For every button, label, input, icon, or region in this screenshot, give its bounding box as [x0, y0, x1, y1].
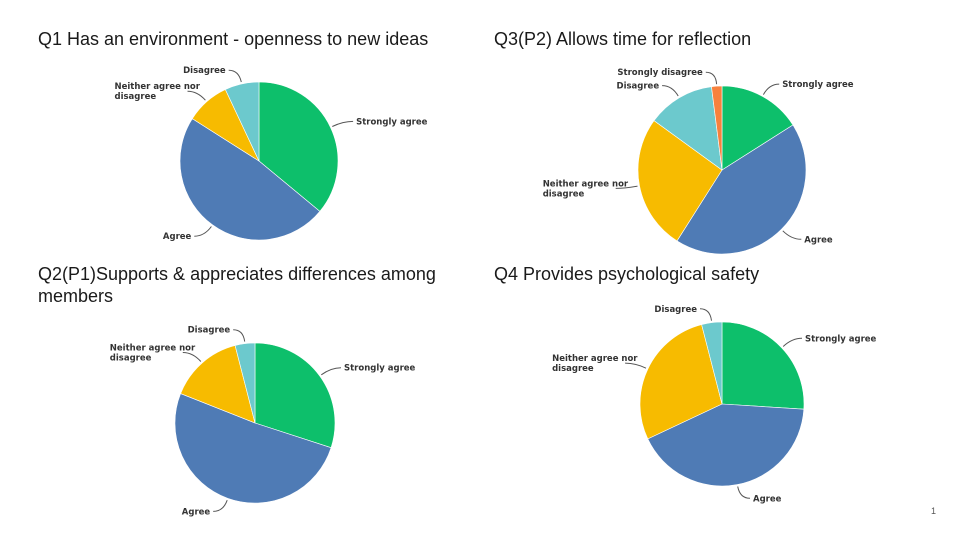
leader-line-strongly-disagree: [705, 71, 718, 85]
pie-slice-agree: [676, 124, 807, 255]
slice-label-strongly-agree: Strongly agree: [356, 117, 428, 127]
leader-line-neither-agree-nor-disagree: [182, 352, 202, 362]
leader-line-agree: [782, 230, 802, 240]
slice-label-neither-agree-nor-disagree: Neither agree nor disagree: [552, 354, 638, 374]
slice-label-neither-agree-nor-disagree: Neither agree nor disagree: [110, 344, 196, 364]
slice-label-neither-agree-nor-disagree: Neither agree nor disagree: [115, 82, 201, 102]
leader-line-disagree: [699, 308, 712, 321]
slice-label-neither-agree-nor-disagree: Neither agree nor disagree: [543, 179, 629, 199]
leader-line-strongly-agree: [782, 337, 803, 347]
pie-slice-disagree: [224, 81, 260, 162]
pie-slice-agree: [179, 118, 321, 241]
pie-slice-disagree: [234, 342, 256, 424]
pie-slice-neither-agree-nor-disagree: [639, 324, 723, 440]
pie-slice-strongly-agree: [721, 321, 805, 410]
pie-3: Strongly agree Agree Neither agree nor disa…: [552, 305, 876, 505]
chart-title-q2: Q2(P1)Supports & appreciates differences…: [38, 264, 436, 306]
leader-line-neither-agree-nor-disagree: [625, 362, 647, 369]
chart-title-q1: Q1 Has an environment - openness to new …: [38, 29, 429, 49]
pie-slice-strongly-disagree: [711, 85, 723, 171]
slice-label-strongly-agree: Strongly agree: [805, 334, 877, 344]
pie-slice-agree: [647, 403, 805, 487]
leader-line-agree: [737, 486, 751, 499]
leader-line-strongly-agree: [762, 83, 780, 95]
pie-slice-neither-agree-nor-disagree: [637, 120, 723, 242]
chart-title-q3: Q3(P2) Allows time for reflection: [494, 29, 752, 49]
pie-2: Strongly agree Agree Neither agree nor disa…: [110, 326, 416, 518]
slice-label-agree: Agree: [753, 494, 782, 504]
pie-1: Strongly agree Agree Neither agree nor disa…: [543, 68, 854, 255]
slice-label-agree: Agree: [163, 232, 192, 242]
pie-0: Strongly agree Agree Neither agree nor disa…: [115, 66, 428, 242]
pie-slice-agree: [174, 393, 332, 504]
pie-slice-disagree: [701, 321, 723, 405]
slice-label-disagree: Disagree: [188, 326, 231, 336]
pie-slice-strongly-agree: [258, 81, 339, 212]
slice-label-disagree: Disagree: [654, 305, 697, 315]
slice-label-agree: Agree: [804, 235, 833, 245]
chart-title-q4: Q4 Provides psychological safety: [494, 264, 760, 284]
leader-line-disagree: [233, 329, 246, 342]
slice-label-disagree: Disagree: [617, 82, 660, 92]
slice-label-disagree: Disagree: [183, 66, 226, 76]
pie-slice-neither-agree-nor-disagree: [180, 345, 256, 424]
pie-slice-strongly-agree: [254, 342, 336, 449]
page-number: 1: [930, 506, 936, 516]
slice-label-strongly-agree: Strongly agree: [344, 364, 416, 374]
leader-line-agree: [194, 226, 212, 237]
leader-line-agree: [213, 500, 228, 512]
leader-line-strongly-agree: [332, 120, 354, 127]
leader-line-disagree: [662, 85, 679, 97]
slice-label-strongly-agree: Strongly agree: [782, 80, 854, 90]
pie-slice-strongly-agree: [721, 85, 794, 171]
leader-line-neither-agree-nor-disagree: [615, 185, 638, 189]
slice-label-agree: Agree: [182, 507, 211, 517]
leader-line-neither-agree-nor-disagree: [187, 90, 206, 101]
pie-slice-disagree: [653, 86, 723, 171]
leader-line-disagree: [228, 69, 242, 83]
slice-label-strongly-disagree: Strongly disagree: [617, 68, 703, 78]
leader-line-strongly-agree: [321, 367, 342, 376]
